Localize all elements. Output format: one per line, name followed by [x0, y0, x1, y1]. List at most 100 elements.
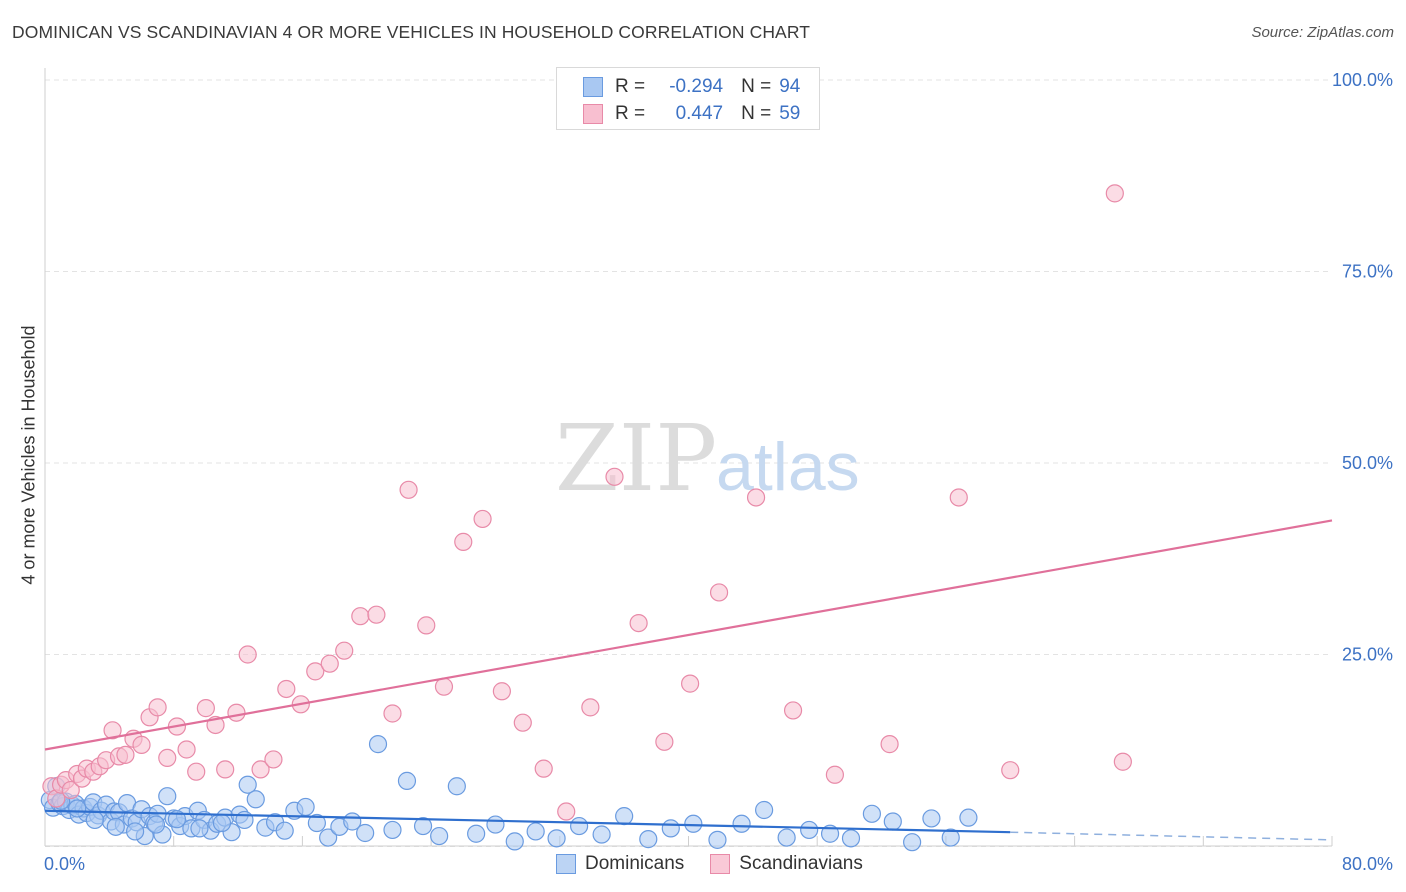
point-dominican — [526, 822, 545, 841]
point-scandinavian — [320, 654, 339, 673]
point-dominican — [820, 824, 840, 843]
point-dominican — [922, 809, 941, 828]
point-scandinavian — [1105, 184, 1124, 203]
point-dominican — [296, 797, 315, 817]
point-scandinavian — [177, 740, 196, 759]
point-dominican — [212, 813, 232, 833]
legend-row-scandinavians: R = 0.447 N = 59 — [583, 102, 800, 126]
y-tick-label: 50.0% — [1342, 453, 1393, 473]
point-scandinavian — [949, 488, 968, 507]
point-dominican — [941, 828, 960, 847]
point-dominican — [486, 815, 505, 834]
x-tick-label: 80.0% — [1342, 854, 1393, 874]
point-scandinavian — [251, 760, 270, 779]
point-scandinavian — [783, 701, 803, 720]
point-scandinavian — [187, 762, 206, 781]
legend-swatch-scandinavians — [710, 854, 731, 874]
n-value: 59 — [779, 103, 801, 124]
point-dominican — [959, 808, 978, 827]
point-dominican — [755, 800, 774, 820]
point-dominican — [146, 815, 166, 834]
point-scandinavian — [264, 750, 283, 769]
point-dominican — [841, 829, 861, 848]
n-label: N = — [741, 103, 772, 124]
point-dominican — [592, 825, 611, 844]
point-scandinavian — [557, 802, 576, 821]
point-dominican — [85, 810, 104, 830]
point-dominican — [661, 819, 680, 838]
point-dominican — [708, 830, 727, 849]
point-scandinavian — [103, 721, 122, 740]
point-scandinavian — [709, 583, 729, 602]
legend-label-scandinavians: Scandinavians — [739, 853, 863, 874]
trend-line-dominicans-extension — [1010, 831, 1333, 841]
point-dominican — [68, 799, 87, 818]
point-dominican — [777, 828, 796, 847]
point-scandinavian — [61, 780, 80, 800]
point-dominican — [447, 777, 466, 796]
point-scandinavian — [227, 703, 246, 722]
point-scandinavian — [880, 735, 899, 754]
point-scandinavian — [238, 645, 257, 664]
legend-item-dominicans[interactable]: Dominicans — [556, 853, 684, 875]
stats-legend: R = -0.294 N = 94 R = 0.447 N = 59 — [556, 67, 820, 130]
watermark-atlas: atlas — [716, 429, 860, 505]
point-dominican — [368, 735, 388, 754]
point-dominican — [106, 817, 125, 836]
x-tick-label: 0.0% — [44, 854, 85, 874]
point-scandinavian — [306, 662, 325, 681]
point-scandinavian — [1113, 752, 1132, 771]
point-scandinavian — [513, 713, 532, 732]
point-dominican — [383, 820, 402, 840]
watermark-zip: ZIP — [555, 405, 717, 512]
n-label: N = — [741, 76, 772, 97]
point-scandinavian — [158, 748, 177, 768]
r-label: R = — [615, 76, 646, 97]
trend-line-scandinavians — [44, 519, 1333, 751]
point-scandinavian — [655, 732, 674, 751]
point-scandinavian — [351, 607, 370, 626]
legend-swatch-dominicans — [556, 854, 576, 874]
point-scandinavian — [367, 605, 386, 624]
point-scandinavian — [1001, 761, 1020, 780]
point-scandinavian — [417, 616, 436, 635]
point-scandinavian — [492, 682, 511, 701]
point-scandinavian — [399, 480, 418, 499]
y-tick-label: 100.0% — [1332, 70, 1393, 90]
chart-title: DOMINICAN VS SCANDINAVIAN 4 OR MORE VEHI… — [12, 22, 811, 42]
legend-swatch-scandinavians — [583, 104, 603, 124]
series-legend: Dominicans Scandinavians — [556, 852, 889, 876]
n-value: 94 — [779, 76, 801, 97]
point-scandinavian — [605, 467, 624, 486]
r-value: -0.294 — [669, 76, 724, 97]
point-scandinavian — [116, 745, 135, 764]
point-dominican — [903, 833, 922, 852]
point-dominican — [275, 821, 294, 840]
point-scandinavian — [534, 759, 553, 778]
point-dominican — [397, 771, 417, 790]
point-scandinavian — [746, 488, 766, 507]
point-scandinavian — [196, 699, 215, 718]
point-dominican — [467, 824, 486, 843]
point-dominican — [430, 826, 449, 846]
point-scandinavian — [335, 641, 354, 660]
point-scandinavian — [434, 677, 454, 696]
source-label: Source: ZipAtlas.com — [1251, 24, 1394, 41]
tick-labels: 25.0% 50.0% 75.0% 100.0% 0.0% 80.0% — [44, 70, 1393, 874]
point-dominican — [862, 804, 881, 823]
legend-item-scandinavians[interactable]: Scandinavians — [710, 853, 863, 875]
point-dominican — [570, 816, 589, 836]
legend-row-dominicans: R = -0.294 N = 94 — [583, 75, 800, 99]
point-dominican — [505, 832, 524, 851]
y-tick-label: 25.0% — [1342, 645, 1393, 665]
point-dominican — [246, 790, 265, 809]
point-dominican — [158, 787, 177, 806]
point-dominican — [190, 819, 209, 838]
series-dominicans — [40, 735, 978, 852]
point-dominican — [883, 812, 902, 831]
point-dominican — [684, 814, 703, 833]
y-tick-label: 75.0% — [1342, 262, 1393, 282]
r-label: R = — [615, 103, 646, 124]
r-value: 0.447 — [675, 103, 724, 124]
